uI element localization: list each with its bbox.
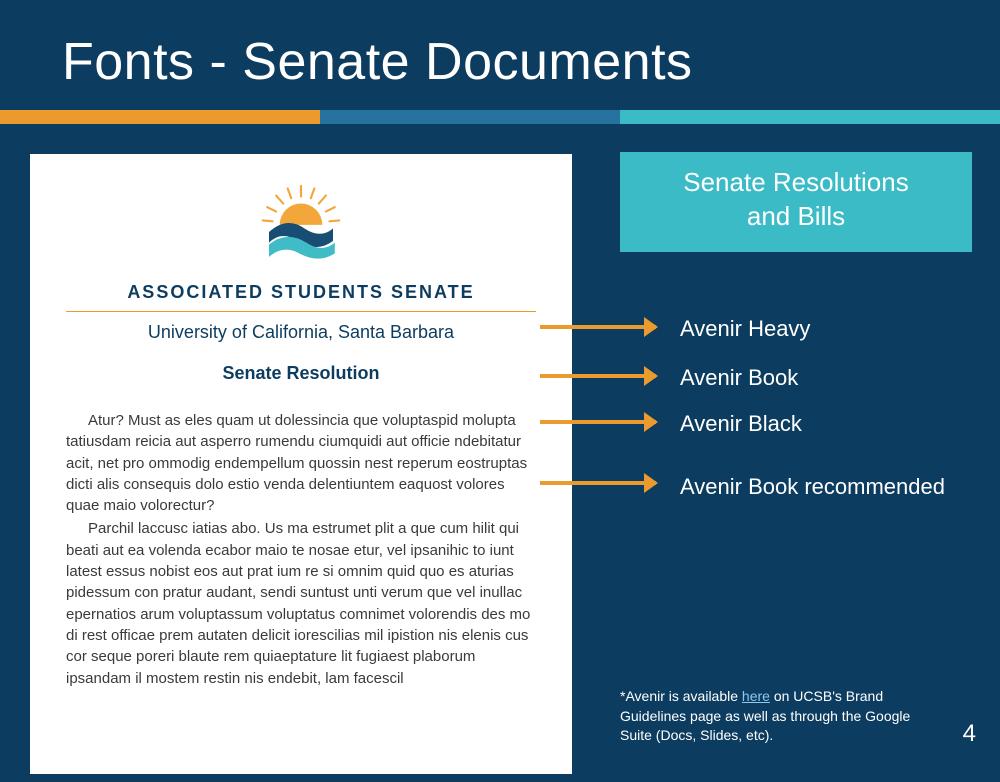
font-label-heavy: Avenir Heavy <box>680 316 810 342</box>
arrow-icon <box>540 325 656 329</box>
document-heading: Senate Resolution <box>66 363 536 384</box>
divider-segment-teal <box>620 110 1000 124</box>
document-divider-line <box>66 311 536 312</box>
logo-container <box>66 184 536 264</box>
document-preview: ASSOCIATED STUDENTS SENATE University of… <box>30 154 572 774</box>
sun-wave-logo-icon <box>256 184 346 264</box>
divider-bar <box>0 110 1000 124</box>
document-subtitle: University of California, Santa Barbara <box>66 322 536 343</box>
document-org-title: ASSOCIATED STUDENTS SENATE <box>66 282 536 311</box>
arrow-icon <box>540 374 656 378</box>
footnote: *Avenir is available here on UCSB's Bran… <box>620 687 930 746</box>
sidebar-header-line1: Senate Resolutions <box>683 167 908 197</box>
font-label-book: Avenir Book <box>680 365 798 391</box>
content-area: ASSOCIATED STUDENTS SENATE University of… <box>0 124 1000 782</box>
sidebar-header: Senate Resolutions and Bills <box>620 152 972 252</box>
page-number: 4 <box>963 720 976 748</box>
document-body: Atur? Must as eles quam ut dolessincia q… <box>66 410 536 689</box>
font-label-black: Avenir Black <box>680 411 802 437</box>
footnote-link[interactable]: here <box>742 688 770 704</box>
document-body-paragraph: Atur? Must as eles quam ut dolessincia q… <box>66 410 536 516</box>
arrow-icon <box>540 481 656 485</box>
slide-title: Fonts - Senate Documents <box>0 0 1000 110</box>
divider-segment-blue <box>320 110 620 124</box>
font-label-book-recommended: Avenir Book recommended <box>680 472 945 502</box>
sidebar-header-line2: and Bills <box>747 201 845 231</box>
document-body-paragraph: Parchil laccusc iatias abo. Us ma estrum… <box>66 518 536 688</box>
arrow-icon <box>540 420 656 424</box>
footnote-prefix: *Avenir is available <box>620 688 742 704</box>
divider-segment-orange <box>0 110 320 124</box>
